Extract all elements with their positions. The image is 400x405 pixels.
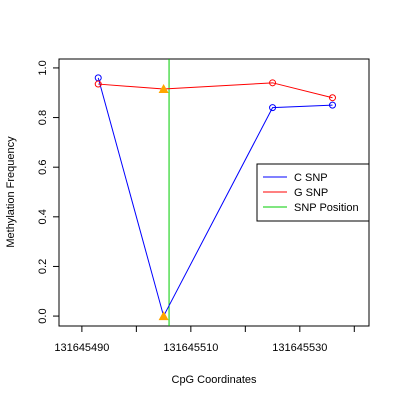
- y-tick-label: 1.0: [37, 60, 49, 75]
- snp-marker: [158, 84, 169, 94]
- x-tick-label: 131645530: [272, 342, 327, 354]
- point: [94, 80, 102, 88]
- x-axis-label: CpG Coordinates: [172, 374, 257, 386]
- y-axis-label: Methylation Frequency: [5, 136, 17, 248]
- y-tick-label: 0.0: [37, 308, 49, 323]
- point: [269, 79, 277, 87]
- y-tick-label: 0.6: [37, 160, 49, 175]
- legend-label: G SNP: [294, 187, 328, 199]
- series-line: [98, 82, 333, 99]
- point: [328, 101, 336, 109]
- x-tick-label: 131645490: [54, 342, 109, 354]
- legend-label: SNP Position: [294, 202, 359, 214]
- legend-label: C SNP: [294, 172, 328, 184]
- series-line: [97, 77, 333, 318]
- point: [328, 94, 336, 102]
- y-tick-label: 0.4: [37, 209, 49, 224]
- y-tick-label: 0.2: [37, 259, 49, 274]
- snp-marker: [158, 311, 169, 321]
- point: [269, 104, 277, 112]
- x-tick-label: 131645510: [163, 342, 218, 354]
- y-tick-label: 0.8: [37, 110, 49, 125]
